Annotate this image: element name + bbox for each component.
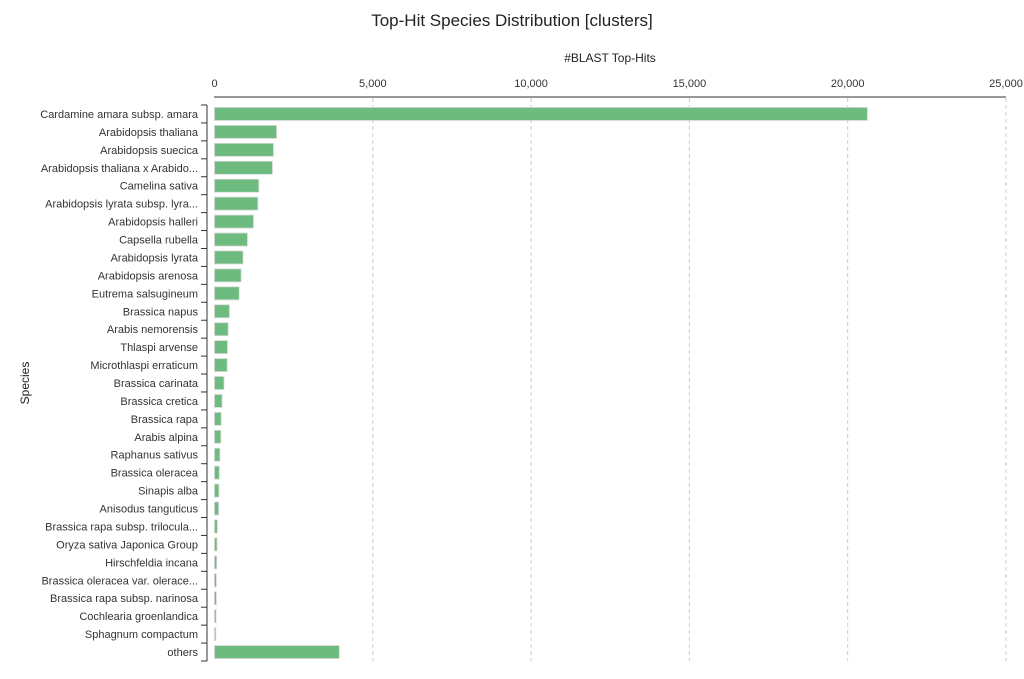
y-tick-label: Brassica oleracea [111, 468, 199, 480]
y-tick-label: Thlaspi arvense [120, 342, 198, 354]
bar[interactable] [214, 214, 254, 229]
y-tick-label: Brassica cretica [120, 396, 199, 408]
bar[interactable] [214, 627, 217, 641]
y-tick-label: Cochlearia groenlandica [79, 611, 199, 623]
y-tick-label: Arabidopsis thaliana [99, 127, 199, 139]
bar[interactable] [214, 573, 217, 588]
y-tick-label: Sinapis alba [138, 486, 199, 498]
y-tick-label: Sphagnum compactum [85, 629, 198, 641]
bar[interactable] [214, 340, 228, 355]
x-tick-label: 20,000 [831, 78, 865, 90]
bar[interactable] [214, 322, 229, 337]
x-tick-label: 15,000 [673, 78, 707, 90]
y-tick-label: Brassica oleracea var. olerace... [41, 575, 198, 587]
y-tick-label: Raphanus sativus [111, 450, 199, 462]
bar[interactable] [214, 160, 273, 175]
bar[interactable] [214, 107, 868, 121]
y-tick-label: Arabidopsis lyrata [111, 252, 199, 264]
bar[interactable] [214, 483, 220, 498]
x-axis-label: #BLAST Top-Hits [564, 51, 656, 65]
bar[interactable] [214, 358, 228, 372]
bar[interactable] [214, 519, 218, 534]
y-tick-label: Camelina sativa [120, 181, 199, 193]
bar[interactable] [214, 591, 217, 606]
y-tick-label: Brassica rapa subsp. trilocula... [45, 521, 198, 533]
bar[interactable] [214, 394, 223, 408]
bar[interactable] [214, 232, 248, 247]
x-tick-label: 0 [211, 78, 217, 90]
bar[interactable] [214, 376, 225, 390]
y-tick-label: Arabidopsis arenosa [98, 270, 199, 282]
bar[interactable] [214, 196, 259, 211]
y-tick-label: Capsella rubella [119, 235, 199, 247]
bar[interactable] [214, 286, 240, 301]
bar[interactable] [214, 447, 221, 462]
y-tick-label: Microthlaspi erraticum [90, 360, 198, 372]
bar[interactable] [214, 142, 274, 157]
y-tick-label: Arabidopsis thaliana x Arabido... [41, 163, 198, 175]
x-tick-label: 10,000 [514, 78, 548, 90]
y-tick-label: Brassica napus [123, 306, 199, 318]
y-tick-label: Arabidopsis halleri [108, 217, 198, 229]
bar[interactable] [214, 268, 242, 283]
bar[interactable] [214, 645, 340, 659]
bar[interactable] [214, 304, 230, 319]
bar[interactable] [214, 555, 218, 570]
y-tick-label: Arabis alpina [134, 432, 198, 444]
bar[interactable] [214, 465, 220, 480]
y-tick-label: Arabidopsis suecica [100, 145, 199, 157]
y-tick-label: Brassica rapa subsp. narinosa [50, 593, 199, 605]
bar[interactable] [214, 411, 222, 426]
y-tick-label: Eutrema salsugineum [92, 288, 198, 300]
y-tick-label: others [167, 647, 198, 659]
y-tick-label: Cardamine amara subsp. amara [40, 109, 199, 121]
bar[interactable] [214, 501, 220, 516]
y-tick-label: Oryza sativa Japonica Group [56, 539, 198, 551]
y-tick-label: Arabis nemorensis [107, 324, 199, 336]
bar[interactable] [214, 609, 217, 624]
chart-title: Top-Hit Species Distribution [clusters] [371, 11, 653, 30]
x-tick-label: 25,000 [989, 78, 1023, 90]
x-tick-label: 5,000 [359, 78, 387, 90]
y-tick-label: Arabidopsis lyrata subsp. lyra... [45, 199, 198, 211]
bar[interactable] [214, 429, 222, 444]
bar[interactable] [214, 125, 277, 139]
y-axis-label: Species [18, 362, 32, 405]
y-tick-label: Brassica carinata [114, 378, 199, 390]
bar[interactable] [214, 537, 218, 552]
bar[interactable] [214, 178, 260, 193]
y-tick-label: Brassica rapa [131, 414, 199, 426]
bar[interactable] [214, 250, 244, 265]
y-tick-label: Hirschfeldia incana [105, 557, 199, 569]
y-tick-label: Anisodus tanguticus [100, 504, 199, 516]
